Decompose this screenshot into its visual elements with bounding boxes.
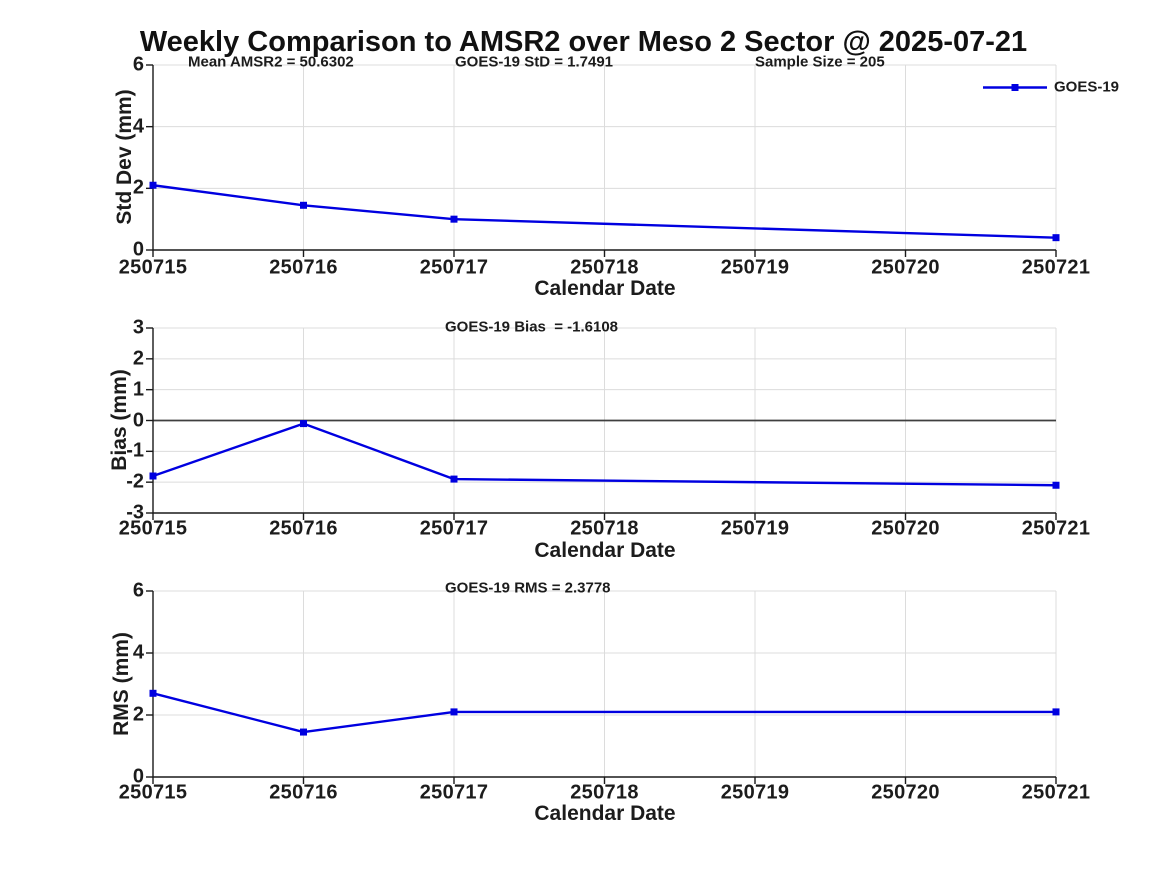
x-tick-label: 250716 [269,256,338,279]
data-point-marker [1052,481,1060,489]
x-tick-label: 250715 [118,781,188,804]
y-tick-label: 0 [132,765,144,788]
legend-label: GOES-19 [1054,78,1120,96]
x-tick-label: 250720 [871,781,940,804]
annotation-sample-size: Sample Size = 205 [755,53,885,71]
data-point-marker [1052,234,1060,242]
annotation-mean-amsr2: Mean AMSR2 = 50.6302 [188,53,354,71]
data-point-marker [1052,708,1060,716]
x-tick-label: 250715 [118,517,188,540]
xlabel-calendar-date-1: Calendar Date [534,277,676,300]
x-tick-label: 250721 [1021,781,1091,804]
y-tick-label: -2 [126,470,144,493]
xlabel-calendar-date-2: Calendar Date [534,539,676,562]
data-point-marker [300,201,307,209]
data-point-marker [149,689,157,697]
x-tick-label: 250720 [871,256,940,279]
annotation-goes19-std: GOES-19 StD = 1.7491 [455,53,613,71]
data-point-marker [450,475,458,483]
y-tick-label: 6 [132,579,144,602]
x-tick-label: 250718 [570,781,639,804]
y-tick-label: 2 [132,347,144,370]
x-tick-label: 250717 [419,517,489,540]
y-tick-label: 0 [132,238,144,261]
series-line [152,692,1056,734]
y-tick-label: 1 [132,378,144,401]
y-tick-label: 6 [132,53,144,76]
y-tick-label: 3 [132,316,144,339]
x-tick-label: 250718 [570,517,639,540]
x-tick-label: 250717 [419,781,489,804]
x-tick-label: 250717 [419,256,489,279]
x-tick-label: 250719 [720,781,790,804]
figure-title: Weekly Comparison to AMSR2 over Meso 2 S… [139,26,1028,58]
y-tick-label: -3 [126,501,144,524]
y-tick-label: 0 [132,409,144,431]
x-tick-label: 250721 [1021,517,1091,540]
data-point-marker [149,472,157,480]
annotation-goes19-rms: GOES-19 RMS = 2.3778 [445,579,611,597]
x-tick-label: 250718 [570,256,639,279]
x-tick-label: 250716 [269,517,338,540]
data-point-marker [149,181,157,189]
x-tick-label: 250719 [720,256,790,279]
x-tick-label: 250719 [720,517,790,540]
y-tick-label: 4 [132,115,144,138]
x-tick-label: 250721 [1021,256,1091,279]
ylabel-std-dev: Std Dev (mm) [113,89,136,225]
annotation-goes19-bias: GOES-19 Bias = -1.6108 [445,318,619,336]
xlabel-calendar-date-3: Calendar Date [534,802,676,825]
y-tick-label: -1 [126,439,144,462]
y-tick-label: 2 [132,703,144,726]
data-point-marker [450,708,458,716]
legend-marker-icon [1011,83,1019,91]
x-tick-label: 250720 [871,517,940,540]
data-point-marker [300,728,307,736]
data-point-marker [450,215,458,223]
data-point-marker [300,420,307,428]
series-line [152,422,1057,487]
legend-line-sample [983,83,1047,91]
y-tick-label: 2 [132,176,144,199]
series-line [152,184,1057,239]
x-tick-label: 250715 [118,256,188,279]
legend: GOES-19 [983,79,1119,96]
y-tick-label: 4 [132,641,144,664]
x-tick-label: 250716 [269,781,338,804]
